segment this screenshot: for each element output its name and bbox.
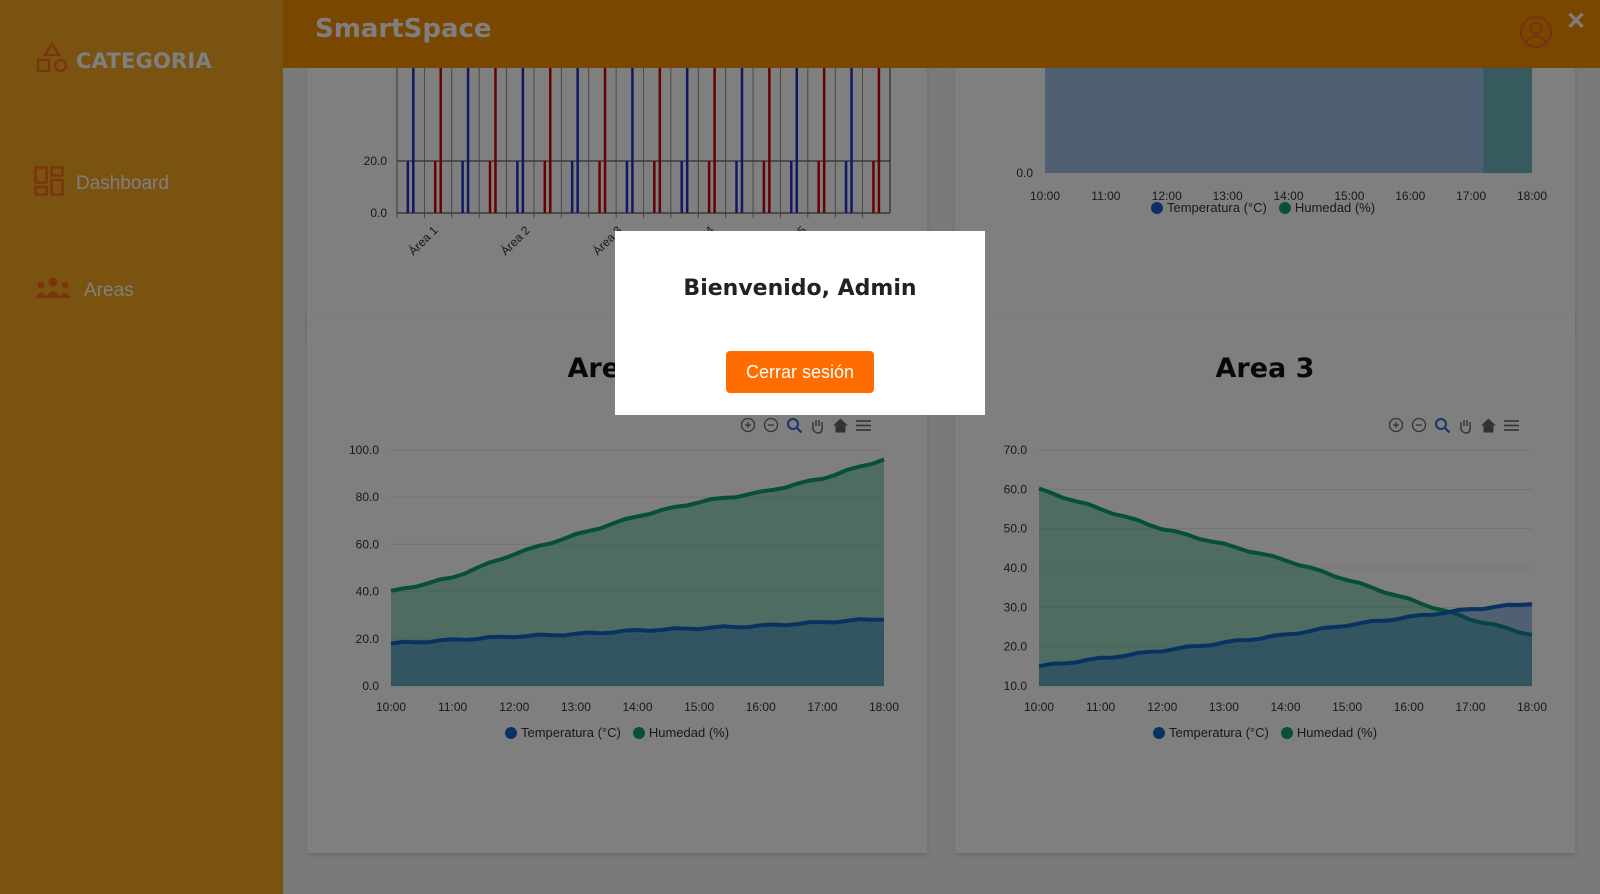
logout-button[interactable]: Cerrar sesión: [726, 351, 874, 393]
welcome-modal: Bienvenido, Admin Cerrar sesión: [615, 231, 985, 415]
modal-title: Bienvenido, Admin: [683, 276, 917, 301]
